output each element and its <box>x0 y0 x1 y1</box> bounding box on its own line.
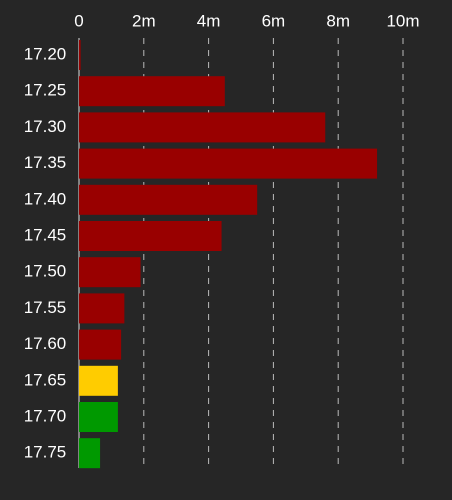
y-tick-label: 17.65 <box>24 370 67 389</box>
x-tick-label: 4m <box>197 11 221 30</box>
bar <box>79 402 118 432</box>
bar <box>79 257 141 288</box>
y-tick-label: 17.45 <box>24 225 67 244</box>
y-tick-label: 17.20 <box>24 44 67 63</box>
x-tick-label: 2m <box>132 11 156 30</box>
y-tick-label: 17.60 <box>24 334 67 353</box>
bar <box>79 40 81 70</box>
bar <box>79 76 225 107</box>
bar <box>79 112 326 143</box>
x-tick-label: 6m <box>262 11 286 30</box>
x-tick-label: 8m <box>326 11 350 30</box>
y-tick-label: 17.70 <box>24 406 67 425</box>
y-tick-label: 17.75 <box>24 443 67 462</box>
y-tick-label: 17.55 <box>24 298 67 317</box>
bar <box>79 148 378 179</box>
bar <box>79 438 101 469</box>
y-tick-label: 17.50 <box>24 262 67 281</box>
y-tick-label: 17.35 <box>24 153 67 172</box>
bar <box>79 184 258 215</box>
y-tick-label: 17.40 <box>24 189 67 208</box>
bar <box>79 221 222 251</box>
bar <box>79 329 122 360</box>
y-tick-label: 17.25 <box>24 81 67 100</box>
bar <box>79 365 118 396</box>
x-tick-label: 10m <box>386 11 419 30</box>
bar <box>79 293 125 324</box>
x-tick-label: 0 <box>74 11 83 30</box>
y-tick-label: 17.30 <box>24 117 67 136</box>
